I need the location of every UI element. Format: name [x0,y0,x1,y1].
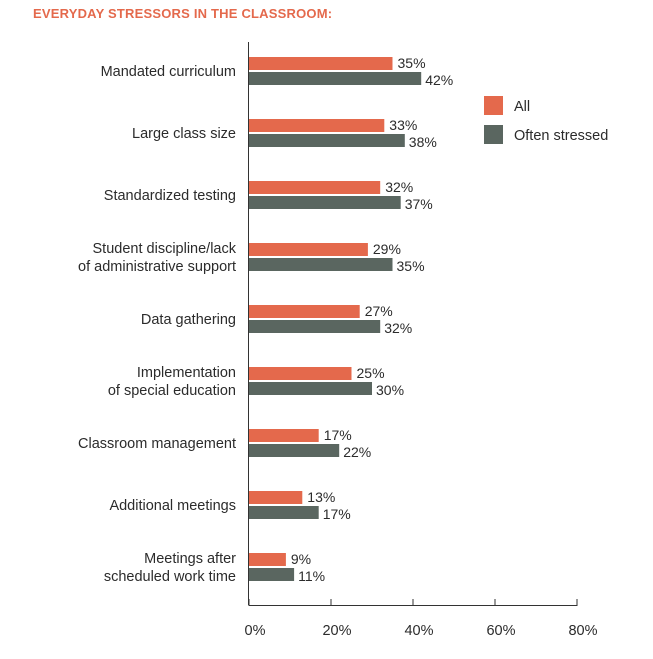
x-tick-label: 60% [486,623,515,639]
category-label-line: Mandated curriculum [101,64,236,80]
category-label: Meetings after scheduled work time [104,551,236,585]
legend-swatch-often-stressed [484,125,503,144]
legend-label: Often stressed [514,128,608,144]
bar-often-stressed [249,506,319,519]
data-label: 27% [365,303,393,319]
x-tick-label: 80% [568,623,597,639]
category-label-line: Meetings after [144,551,236,567]
bar-often-stressed [249,444,340,457]
data-label: 17% [323,506,351,522]
bar-often-stressed [249,72,422,85]
data-label: 29% [373,241,401,257]
bar-all [249,243,368,256]
data-label: 42% [425,72,453,88]
bar-often-stressed [249,196,401,209]
bar-often-stressed [249,134,405,147]
x-tick-label: 40% [404,623,433,639]
category-label: Implementation of special education [108,365,236,399]
data-label: 38% [409,134,437,150]
category-label-line: scheduled work time [104,569,236,585]
category-label: Standardized testing [104,188,236,204]
data-label: 11% [298,568,325,584]
data-label: 33% [389,117,417,133]
category-label-line: Data gathering [141,312,236,328]
bar-all [249,57,393,70]
bar-all [249,491,303,504]
data-label: 17% [324,427,352,443]
data-label: 9% [291,551,311,567]
bar-often-stressed [249,320,381,333]
chart-title: EVERYDAY STRESSORS IN THE CLASSROOM: [33,6,333,21]
bar-often-stressed [249,382,372,395]
data-label: 32% [385,179,413,195]
bar-all [249,181,381,194]
data-label: 13% [307,489,335,505]
category-label-line: of administrative support [78,259,236,275]
category-label: Data gathering [141,312,236,328]
legend-label: All [514,99,530,115]
category-label-line: Classroom management [78,436,236,452]
bar-all [249,119,385,132]
data-label: 35% [398,55,426,71]
x-tick-label: 20% [322,623,351,639]
bar-often-stressed [249,568,295,581]
bar-all [249,367,352,380]
category-label-line: Student discipline/lack [93,241,237,257]
category-label-line: Standardized testing [104,188,236,204]
category-label-line: Implementation [137,365,236,381]
data-label: 32% [384,320,412,336]
data-label: 25% [357,365,385,381]
category-label-line: of special education [108,383,236,399]
category-label: Classroom management [78,436,236,452]
data-label: 37% [405,196,433,212]
category-label: Large class size [132,126,236,142]
data-label: 35% [397,258,425,274]
data-label: 22% [343,444,371,460]
category-label-line: Additional meetings [109,498,236,514]
data-label: 30% [376,382,404,398]
category-label: Student discipline/lack of administrative… [78,241,237,275]
bar-all [249,305,360,318]
category-label-line: Large class size [132,126,236,142]
x-tick-label: 0% [245,623,266,639]
bar-all [249,553,286,566]
bar-often-stressed [249,258,393,271]
legend-swatch-all [484,96,503,115]
category-label: Mandated curriculum [101,64,236,80]
bar-all [249,429,319,442]
category-label: Additional meetings [109,498,236,514]
